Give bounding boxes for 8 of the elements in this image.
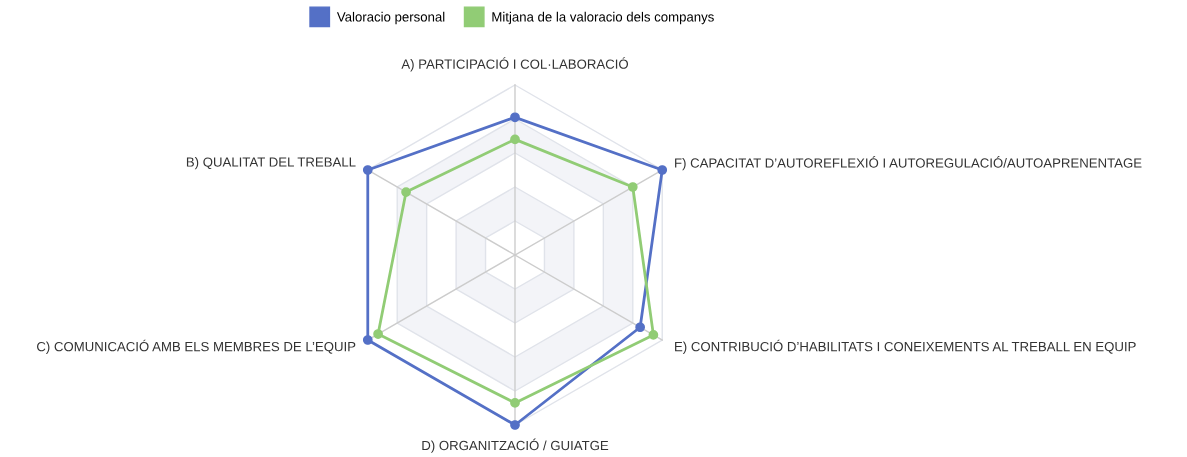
legend-label: Mitjana de la valoracio dels companys bbox=[492, 11, 714, 25]
spoke-label: D) ORGANITZACIÓ / GUIATGE bbox=[422, 438, 609, 453]
spoke-label: E) CONTRIBUCIÓ D’HABILITATS I CONEIXEMENTS AL TREBALL EN EQUIP bbox=[675, 339, 1136, 354]
legend-label: Valoracio personal bbox=[336, 11, 445, 25]
spoke-label: B) QUALITAT DEL TREBALL bbox=[186, 157, 356, 170]
spoke-label: F) CAPACITAT D’AUTOREFLEXIÓ I AUTOREGULACIÓ/AUTOAPRENENTAGE bbox=[675, 156, 1142, 171]
spoke-label: A) PARTICIPACIÓ I COL·LABORACIÓ bbox=[401, 57, 629, 72]
spoke-label: C) COMUNICACIÓ AMB ELS MEMBRES DE L’EQUIP bbox=[37, 339, 356, 354]
